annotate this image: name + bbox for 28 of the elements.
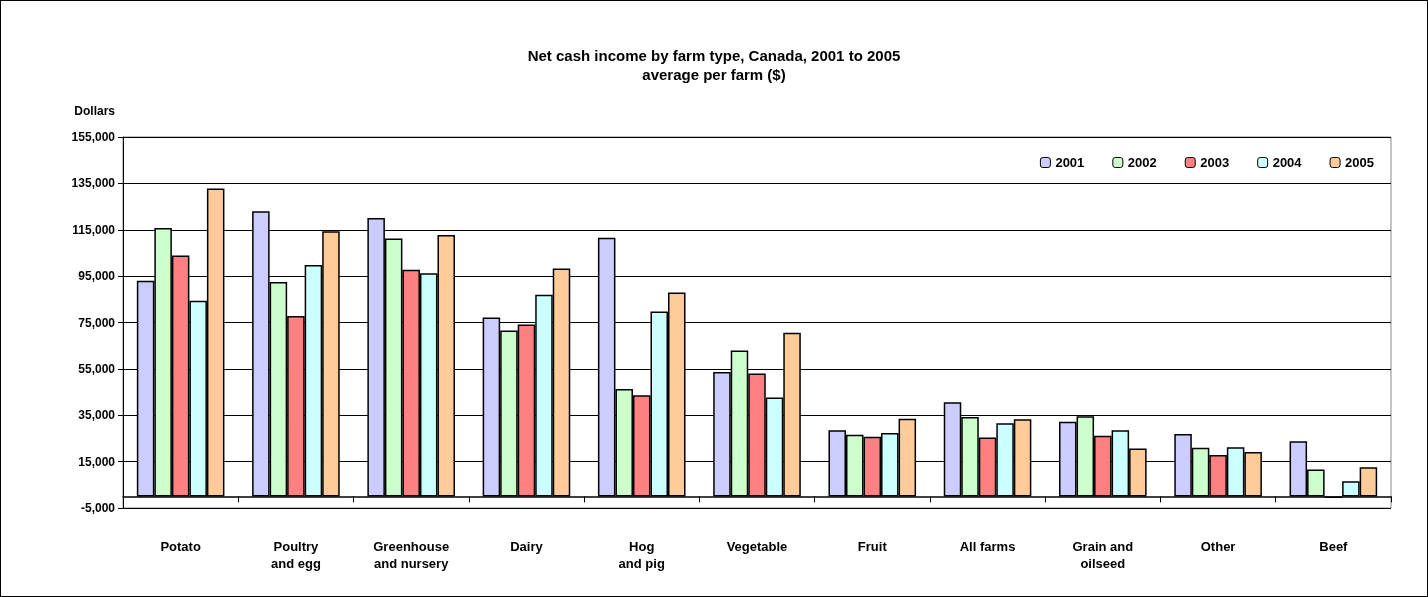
y-tick-label: 75,000: [78, 315, 116, 330]
legend-label: 2003: [1200, 155, 1230, 170]
legend-label: 2002: [1127, 155, 1157, 170]
x-tick-label: Dairy: [510, 539, 544, 554]
y-tick-label: -5,000: [80, 501, 116, 515]
x-tick-label: Fruit: [857, 539, 888, 554]
x-tick-label: Poultry and egg: [270, 539, 321, 571]
x-tick-label: Vegetable: [726, 539, 788, 554]
y-tick-label: 55,000: [78, 361, 116, 376]
y-tick-label: 35,000: [78, 408, 116, 423]
legend-label: 2001: [1055, 155, 1085, 170]
y-tick-label: 115,000: [72, 222, 116, 237]
y-axis-title: Dollars: [74, 104, 116, 118]
legend-label: 2004: [1272, 155, 1303, 170]
y-tick-label: 95,000: [78, 269, 116, 284]
x-tick-label: All farms: [959, 539, 1016, 554]
x-tick-label: Other: [1200, 539, 1236, 554]
chart-subtitle: average per farm ($): [642, 66, 786, 83]
x-tick-label: Greenhouse and nursery: [373, 539, 450, 571]
x-tick-label: Hog and pig: [618, 539, 665, 571]
legend-label: 2005: [1345, 155, 1374, 170]
x-tick-label: Beef: [1319, 539, 1349, 554]
y-tick-label: 15,000: [78, 454, 116, 469]
chart-title: Net cash income by farm type, Canada, 2001 to 2005: [527, 47, 901, 64]
x-tick-label: Potato: [160, 539, 201, 554]
y-tick-label: 135,000: [71, 176, 116, 191]
x-tick-label: Grain and oilseed: [1072, 539, 1134, 571]
y-tick-label: 155,000: [71, 130, 116, 144]
